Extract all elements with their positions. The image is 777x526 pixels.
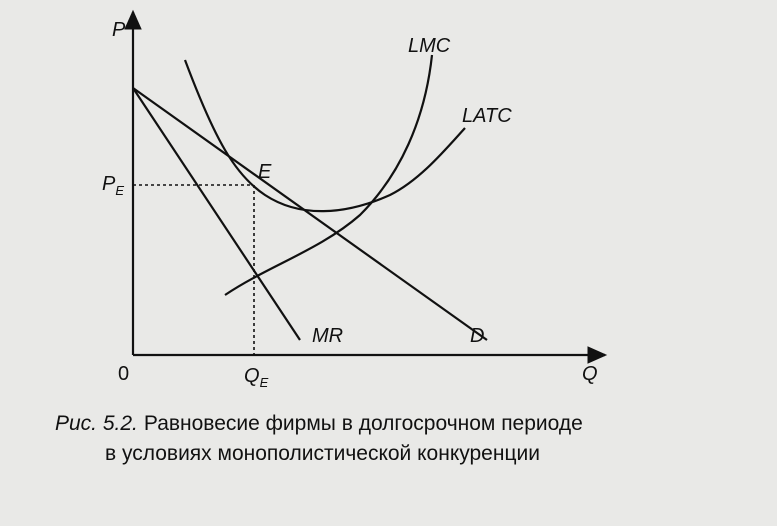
latc-curve (183, 59, 466, 213)
e-label: E (258, 161, 272, 183)
pe-main: P (102, 173, 116, 195)
pe-label: PE (102, 173, 124, 198)
x-axis-label: Q (582, 363, 598, 385)
caption-number: Рис. 5.2. (55, 412, 138, 435)
caption-line2: в условиях монополистической конкуренции (105, 442, 540, 465)
y-axis-label: P (112, 19, 126, 41)
latc-label: LATC (462, 105, 512, 127)
caption-line1: Рис. 5.2. Равновесие фирмы в долгосрочном… (55, 412, 583, 435)
origin-label: 0 (118, 363, 129, 385)
lmc-curve (224, 54, 434, 296)
pe-sub: E (115, 183, 124, 198)
caption-text1: Равновесие фирмы в долгосрочном периоде (144, 412, 583, 435)
d-label: D (470, 325, 484, 347)
qe-main: Q (244, 365, 260, 387)
lmc-label: LMC (408, 35, 451, 57)
demand-line (132, 87, 488, 341)
mr-label: MR (312, 325, 343, 347)
qe-label: QE (244, 365, 269, 390)
qe-sub: E (260, 375, 269, 390)
mr-line (132, 87, 301, 341)
